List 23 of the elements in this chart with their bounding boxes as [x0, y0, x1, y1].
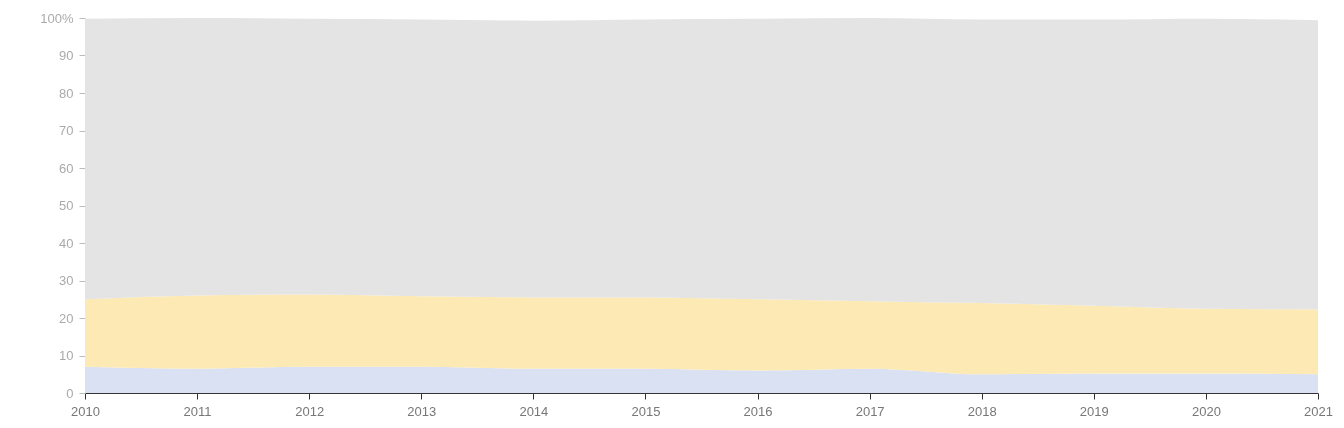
x-tick-label: 2014: [519, 403, 549, 419]
y-tick-label: 90: [59, 48, 74, 63]
x-tick-label: 2017: [855, 403, 885, 419]
x-tick-label: 2021: [1304, 403, 1333, 419]
y-tick-label: 20: [59, 310, 74, 326]
y-tick-label: 100%: [40, 10, 74, 26]
x-tick-label: 2019: [1079, 403, 1109, 419]
y-tick-label: 10: [59, 348, 74, 363]
y-tick-label: 30: [59, 273, 74, 288]
y-tick-label: 80: [59, 85, 74, 101]
y-tick-label: 60: [59, 160, 74, 176]
x-tick-label: 2011: [183, 403, 212, 419]
x-tick-label: 2015: [631, 403, 661, 419]
x-tick-label: 2020: [1191, 403, 1221, 419]
y-tick-label: 0: [66, 385, 74, 401]
x-tick-label: 2013: [407, 403, 437, 419]
x-tick-label: 2010: [71, 403, 100, 419]
y-tick-label: 50: [59, 198, 74, 213]
y-tick-label: 70: [59, 123, 74, 138]
y-tick-label: 40: [59, 235, 74, 251]
x-tick-label: 2012: [295, 403, 325, 419]
x-tick-label: 2018: [967, 403, 997, 419]
x-tick-label: 2016: [743, 403, 773, 419]
